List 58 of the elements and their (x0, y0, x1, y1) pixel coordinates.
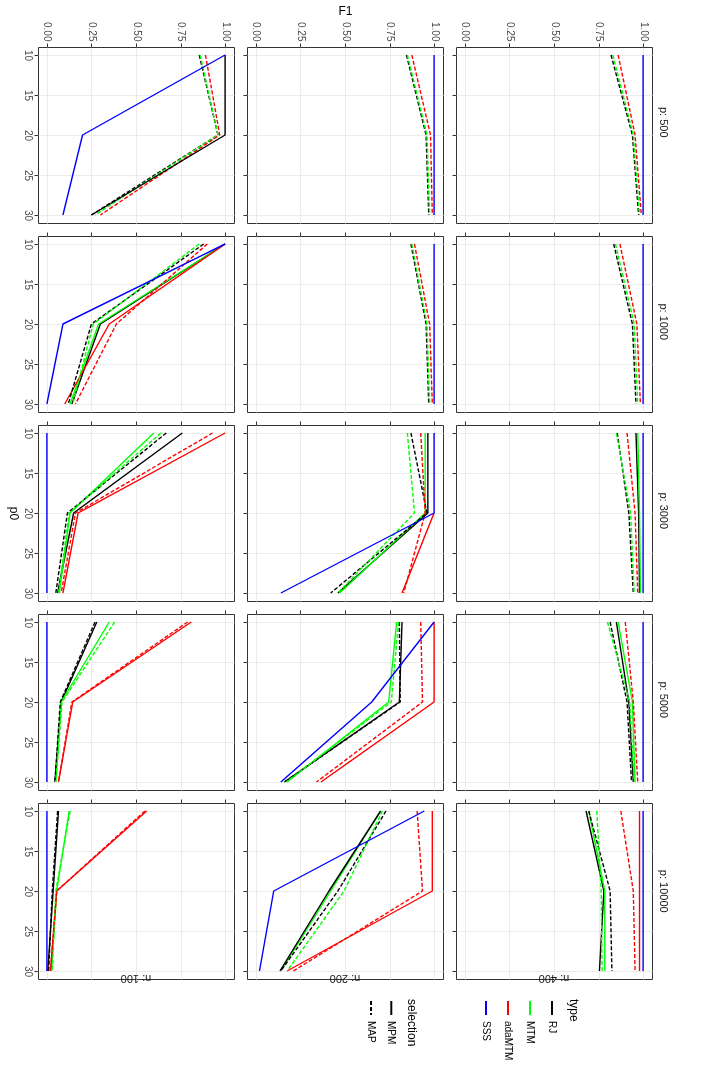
y-tick-label: 20 (22, 318, 34, 331)
x-tick-label: 0.75 (594, 22, 606, 42)
legend-title: selection (404, 999, 419, 1047)
legend-label: MPM (386, 1021, 398, 1045)
x-tick-label: 0.00 (42, 22, 54, 42)
text: p: 3000 (657, 492, 670, 530)
legend-title: type (567, 999, 581, 1023)
x-tick-label: 0.25 (295, 22, 307, 42)
text: n: 100 (120, 973, 152, 985)
y-tick-label: 20 (22, 507, 34, 520)
y-tick-label: 25 (22, 736, 34, 749)
y-tick-label: 25 (22, 925, 34, 938)
x-tick-label: 0.00 (251, 22, 263, 42)
y-tick-label: 15 (22, 89, 34, 102)
x-tick-label: 0.50 (549, 22, 561, 42)
y-tick-label: 15 (22, 467, 34, 480)
y-tick-label: 30 (22, 209, 34, 222)
y-tick-label: 30 (22, 398, 34, 411)
legend-label: RJ (547, 1021, 558, 1034)
y-tick-label: 20 (22, 696, 34, 709)
y-tick-label: 15 (22, 656, 34, 669)
y-tick-label: 30 (22, 587, 34, 600)
y-tick-label: 30 (22, 965, 34, 978)
y-tick-label: 30 (22, 776, 34, 789)
y-tick-label: 10 (22, 616, 34, 629)
text: p: 1000 (657, 303, 670, 341)
y-tick-label: 25 (22, 358, 34, 371)
text: p: 10000 (657, 869, 670, 913)
x-tick-label: 0.50 (340, 22, 352, 42)
text: p: 500 (657, 106, 670, 138)
y-tick-label: 10 (22, 238, 34, 251)
y-tick-label: 10 (22, 427, 34, 440)
y-tick-label: 25 (22, 169, 34, 182)
legend-label: MAP (366, 1021, 378, 1043)
y-tick-label: 10 (22, 49, 34, 62)
x-tick-label: 1.00 (638, 22, 650, 42)
x-tick-label: 1.00 (429, 22, 441, 42)
text: p: 5000 (657, 681, 670, 719)
x-axis-title: F1 (338, 4, 353, 19)
y-tick-label: 25 (22, 547, 34, 560)
x-tick-label: 0.25 (86, 22, 98, 42)
y-axis-title: p0 (6, 506, 21, 521)
x-tick-label: 1.00 (220, 22, 232, 42)
y-tick-label: 15 (22, 278, 34, 291)
y-tick-label: 10 (22, 805, 34, 818)
y-tick-label: 20 (22, 885, 34, 898)
text: n: 400 (538, 973, 570, 985)
text: n: 200 (329, 973, 361, 985)
x-tick-label: 0.00 (460, 22, 472, 42)
legend-label: adaMTM (503, 1021, 514, 1061)
y-tick-label: 15 (22, 845, 34, 858)
legend-label: SSS (481, 1021, 492, 1042)
x-tick-label: 0.75 (176, 22, 188, 42)
x-tick-label: 0.50 (131, 22, 143, 42)
y-tick-label: 20 (22, 129, 34, 142)
legend-label: MTM (525, 1021, 536, 1044)
x-tick-label: 0.75 (385, 22, 397, 42)
x-tick-label: 0.25 (504, 22, 516, 42)
